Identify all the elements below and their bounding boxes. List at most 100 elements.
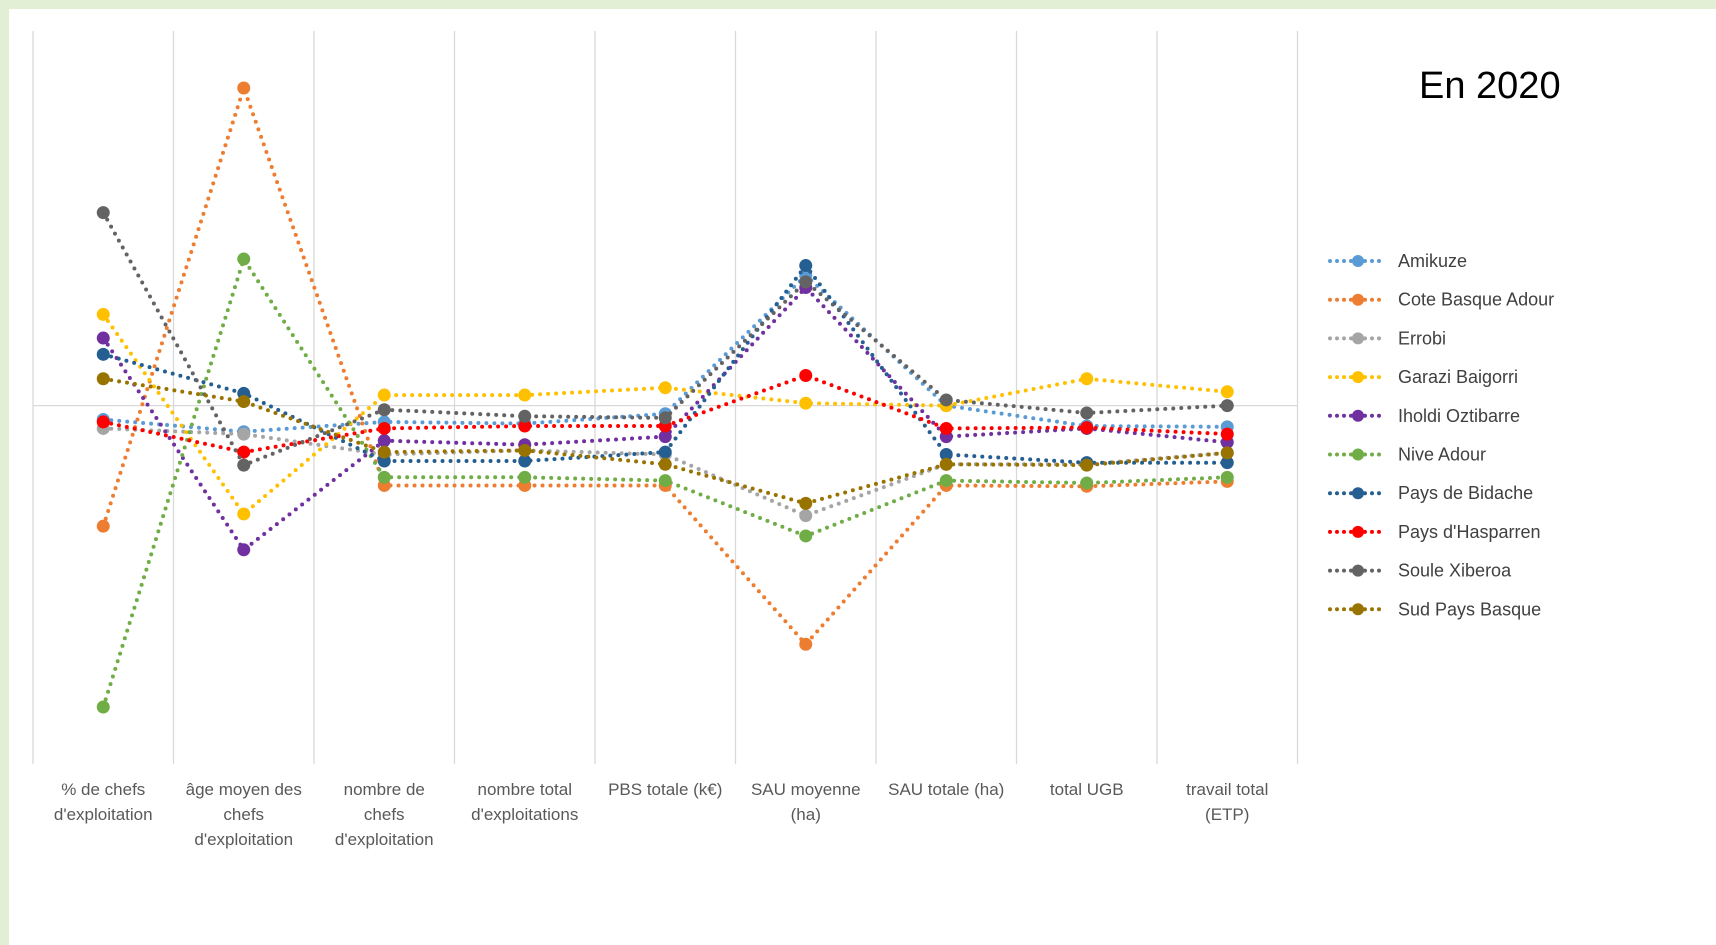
data-point: [518, 470, 532, 484]
legend-marker: [1352, 525, 1364, 538]
series-5: [96, 252, 1234, 714]
data-point: [377, 470, 391, 484]
series-line: [101, 376, 1230, 506]
x-tick-label: d'exploitation: [335, 830, 434, 849]
x-tick-label: âge moyen des: [186, 780, 302, 799]
x-tick-label: nombre total: [478, 780, 573, 799]
data-point: [377, 388, 391, 402]
data-point: [799, 259, 813, 273]
x-tick-label: SAU moyenne: [751, 780, 861, 799]
legend: Amikuze Cote Basque Adour Errobi Garazi Bai…: [1328, 251, 1554, 619]
series-7: [96, 369, 1234, 459]
data-point: [377, 403, 391, 417]
data-point: [1080, 421, 1094, 435]
data-point: [377, 434, 391, 448]
legend-label: Soule Xiberoa: [1398, 561, 1512, 581]
data-point: [518, 419, 532, 433]
data-point: [377, 421, 391, 435]
legend-marker: [1352, 293, 1364, 306]
data-point: [96, 206, 110, 220]
data-point: [237, 458, 251, 472]
series-6: [96, 259, 1234, 470]
data-point: [96, 372, 110, 386]
data-point: [96, 331, 110, 345]
data-point: [1080, 458, 1094, 472]
data-point: [799, 369, 813, 383]
data-point: [939, 393, 953, 407]
legend-item: Sud Pays Basque: [1328, 599, 1541, 619]
chart-title: En 2020: [1419, 65, 1561, 107]
data-point: [96, 519, 110, 533]
data-point: [237, 543, 251, 557]
data-point: [518, 388, 532, 402]
series-9: [96, 372, 1234, 510]
legend-marker: [1352, 371, 1364, 384]
data-point: [658, 457, 672, 471]
data-point: [237, 427, 251, 441]
data-point: [237, 445, 251, 459]
data-point: [658, 411, 672, 425]
data-point: [518, 443, 532, 457]
data-point: [939, 448, 953, 462]
data-point: [1220, 446, 1234, 460]
data-point: [939, 421, 953, 435]
x-tick-label: (ha): [791, 805, 821, 824]
data-point: [1220, 399, 1234, 413]
x-tick-label: nombre de: [344, 780, 425, 799]
legend-label: Pays d'Hasparren: [1398, 522, 1541, 542]
legend-marker: [1352, 255, 1364, 267]
x-tick-label: PBS totale (k€): [608, 780, 722, 799]
data-point: [377, 454, 391, 468]
data-point: [1220, 385, 1234, 399]
data-point: [799, 275, 813, 289]
series-8: [96, 206, 1234, 472]
data-point: [237, 395, 251, 409]
x-tick-label: % de chefs: [61, 780, 145, 799]
legend-label: Cote Basque Adour: [1398, 290, 1554, 310]
legend-marker: [1352, 603, 1364, 616]
series-line: [101, 81, 1230, 648]
data-point: [799, 509, 813, 523]
data-point: [96, 347, 110, 361]
x-tick-label: chefs: [364, 805, 405, 824]
x-tick-label: d'exploitation: [54, 805, 153, 824]
legend-label: Errobi: [1398, 328, 1446, 348]
series-line: [101, 272, 1230, 434]
data-point: [237, 507, 251, 521]
data-point: [96, 307, 110, 321]
chart-area: % de chefs d'exploitation âge moyen des che…: [9, 9, 1716, 945]
data-point: [96, 415, 110, 429]
data-point: [658, 445, 672, 459]
data-point: [1080, 476, 1094, 490]
legend-marker: [1352, 448, 1364, 461]
data-point: [939, 474, 953, 488]
legend-marker: [1352, 564, 1364, 577]
legend-item: Amikuze: [1328, 251, 1467, 271]
legend-item: Pays d'Hasparren: [1328, 522, 1541, 542]
series-1: [96, 81, 1234, 651]
data-point: [799, 496, 813, 510]
data-point: [799, 529, 813, 543]
legend-item: Cote Basque Adour: [1328, 290, 1554, 310]
series-layer: [96, 81, 1234, 714]
x-tick-labels: % de chefs d'exploitation âge moyen des che…: [54, 780, 1268, 849]
data-point: [1220, 456, 1234, 470]
data-point: [799, 396, 813, 410]
line-chart: % de chefs d'exploitation âge moyen des che…: [32, 31, 1561, 849]
legend-marker: [1352, 409, 1364, 422]
x-tick-label: chefs: [223, 805, 264, 824]
x-tick-label: d'exploitations: [471, 805, 578, 824]
data-point: [658, 381, 672, 395]
data-point: [237, 252, 251, 266]
legend-item: Iholdi Oztibarre: [1328, 406, 1520, 426]
x-tick-label: travail total: [1186, 780, 1268, 799]
legend-label: Amikuze: [1398, 251, 1467, 271]
data-point: [1220, 427, 1234, 441]
legend-label: Sud Pays Basque: [1398, 599, 1541, 619]
x-tick-label: total UGB: [1050, 780, 1124, 799]
x-tick-label: d'exploitation: [194, 830, 293, 849]
data-point: [799, 637, 813, 651]
legend-marker: [1352, 332, 1364, 345]
series-3: [96, 307, 1234, 521]
legend-label: Pays de Bidache: [1398, 483, 1533, 503]
